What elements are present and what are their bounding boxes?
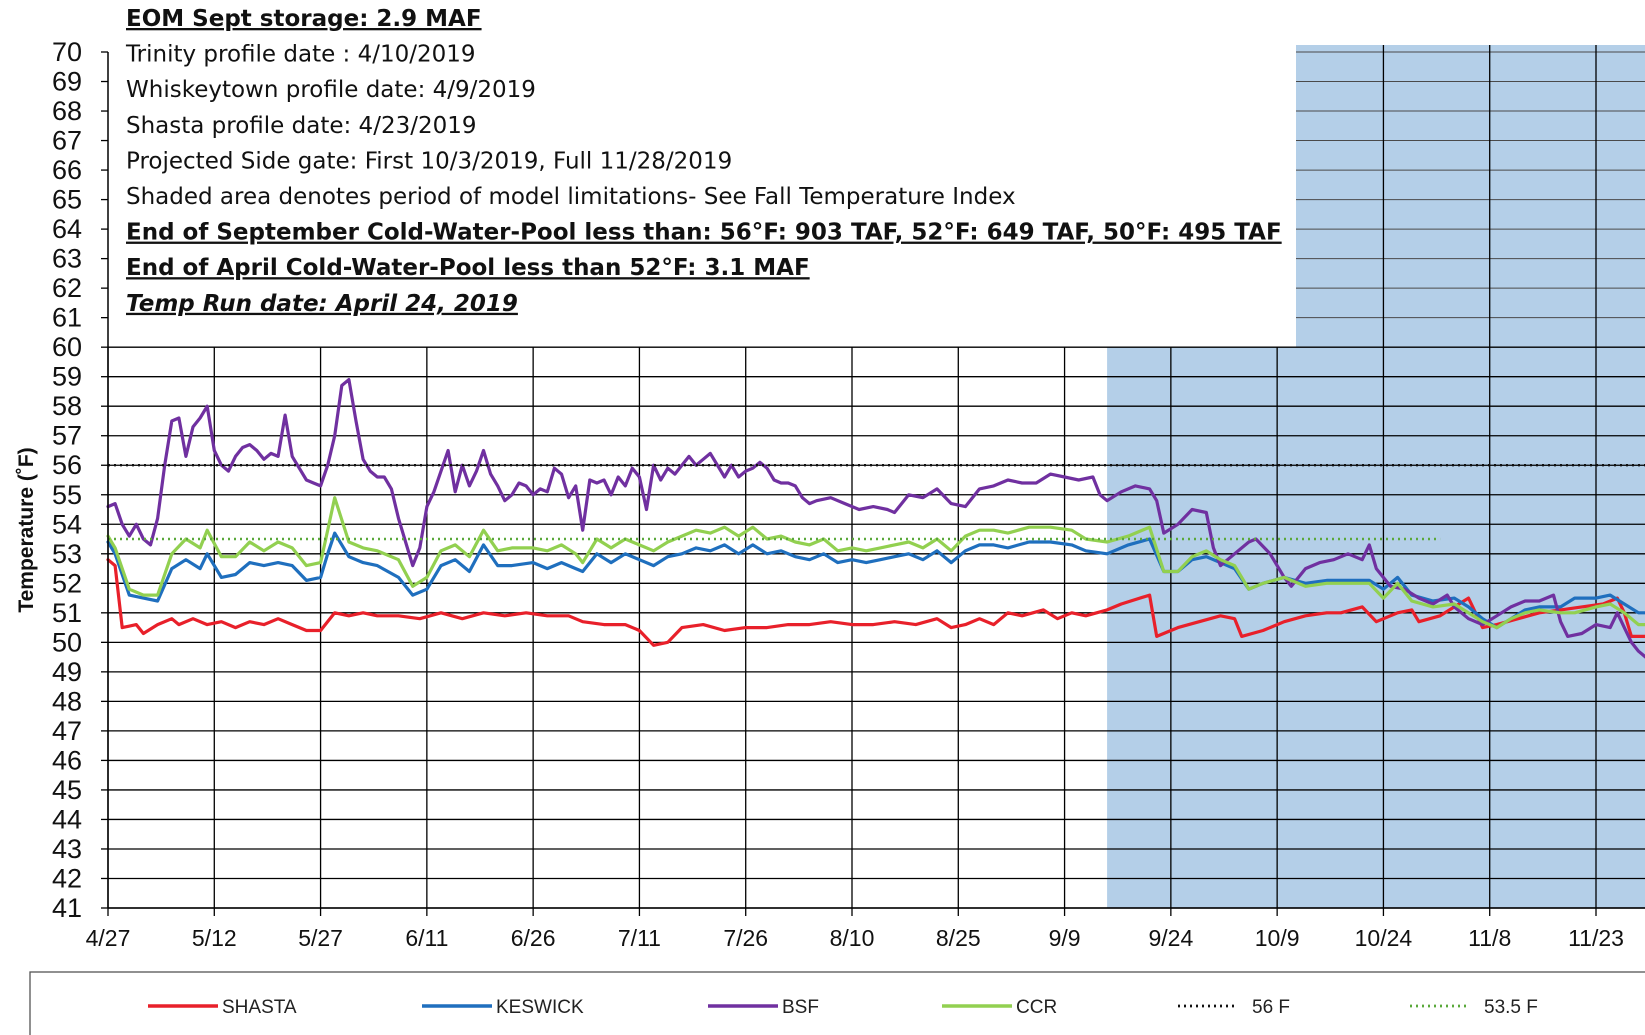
x-tick-label: 11/8 <box>1468 925 1511 951</box>
note-line: End of April Cold-Water-Pool less than 5… <box>126 255 810 281</box>
y-tick-label: 60 <box>52 332 82 362</box>
y-tick-label: 41 <box>52 893 82 923</box>
note-line: Shasta profile date: 4/23/2019 <box>126 113 477 139</box>
legend-label: KESWICK <box>496 997 584 1018</box>
y-tick-label: 69 <box>52 67 82 97</box>
x-tick-label: 9/24 <box>1148 925 1193 951</box>
series-line-keswick <box>106 531 1645 630</box>
y-tick-label: 42 <box>52 863 82 893</box>
x-tick-label: 5/12 <box>192 925 237 951</box>
shaded-area-plot <box>1107 347 1645 908</box>
y-axis-title: Temperature (˚F) <box>15 447 38 612</box>
y-tick-label: 70 <box>52 37 82 67</box>
x-tick-label: 9/9 <box>1049 925 1081 951</box>
note-line: Whiskeytown profile date: 4/9/2019 <box>126 77 536 103</box>
series-line-shasta <box>106 558 1645 647</box>
legend-label: CCR <box>1016 997 1057 1018</box>
y-tick-label: 48 <box>52 686 82 716</box>
axes: 4142434445464748495051525354555657585960… <box>52 37 1645 951</box>
x-tick-label: 7/26 <box>723 925 768 951</box>
y-tick-label: 55 <box>52 480 82 510</box>
y-tick-label: 52 <box>52 568 82 598</box>
y-tick-label: 46 <box>52 745 82 775</box>
y-tick-label: 47 <box>52 716 82 746</box>
legend-label: SHASTA <box>222 997 297 1018</box>
x-tick-label: 11/23 <box>1568 925 1624 951</box>
x-tick-label: 7/11 <box>618 925 661 951</box>
y-tick-label: 56 <box>52 450 82 480</box>
y-tick-label: 54 <box>52 509 82 539</box>
y-tick-label: 58 <box>52 391 82 421</box>
x-tick-label: 6/11 <box>405 925 448 951</box>
y-tick-label: 65 <box>52 185 82 215</box>
note-line: End of September Cold-Water-Pool less th… <box>126 220 1282 246</box>
model-limitation-shading <box>1107 45 1645 908</box>
y-tick-label: 68 <box>52 96 82 126</box>
note-line: Trinity profile date : 4/10/2019 <box>125 42 476 68</box>
y-tick-label: 63 <box>52 244 82 274</box>
y-tick-label: 62 <box>52 273 82 303</box>
y-tick-label: 67 <box>52 126 82 156</box>
series-line-bsf <box>106 378 1645 659</box>
x-tick-label: 6/26 <box>511 925 556 951</box>
y-tick-label: 57 <box>52 421 82 451</box>
grid <box>107 45 1645 909</box>
legend-label: 56 F <box>1252 997 1290 1018</box>
legend-label: 53.5 F <box>1484 997 1538 1018</box>
annotation-notes: EOM Sept storage: 2.9 MAF Trinity profile… <box>125 6 1282 317</box>
legend: SHASTA KESWICK BSF CCR 56 F 53.5 F <box>29 971 1645 1035</box>
y-tick-label: 64 <box>52 214 82 244</box>
y-tick-label: 45 <box>52 775 82 805</box>
note-line: EOM Sept storage: 2.9 MAF <box>126 6 482 32</box>
y-tick-label: 50 <box>52 627 82 657</box>
x-tick-label: 8/10 <box>830 925 875 951</box>
y-tick-label: 53 <box>52 539 82 569</box>
y-tick-label: 43 <box>52 834 82 864</box>
shaded-area-upper <box>1296 45 1645 348</box>
note-line: Temp Run date: April 24, 2019 <box>126 291 518 317</box>
x-tick-label: 10/9 <box>1255 925 1300 951</box>
note-line: Projected Side gate: First 10/3/2019, Fu… <box>126 148 732 174</box>
y-tick-label: 51 <box>52 598 82 628</box>
x-tick-label: 10/24 <box>1355 925 1413 951</box>
y-tick-label: 61 <box>52 303 82 333</box>
x-tick-label: 4/27 <box>86 925 131 951</box>
series-lines <box>106 378 1645 659</box>
legend-label: BSF <box>782 997 819 1018</box>
note-line: Shaded area denotes period of model limi… <box>126 184 1016 210</box>
y-tick-label: 49 <box>52 657 82 687</box>
legend-box <box>29 971 1645 1035</box>
y-tick-label: 66 <box>52 155 82 185</box>
y-tick-label: 44 <box>52 804 82 834</box>
x-tick-label: 8/25 <box>936 925 981 951</box>
series-line-ccr <box>106 496 1645 630</box>
x-tick-label: 5/27 <box>298 925 343 951</box>
y-tick-label: 59 <box>52 362 82 392</box>
